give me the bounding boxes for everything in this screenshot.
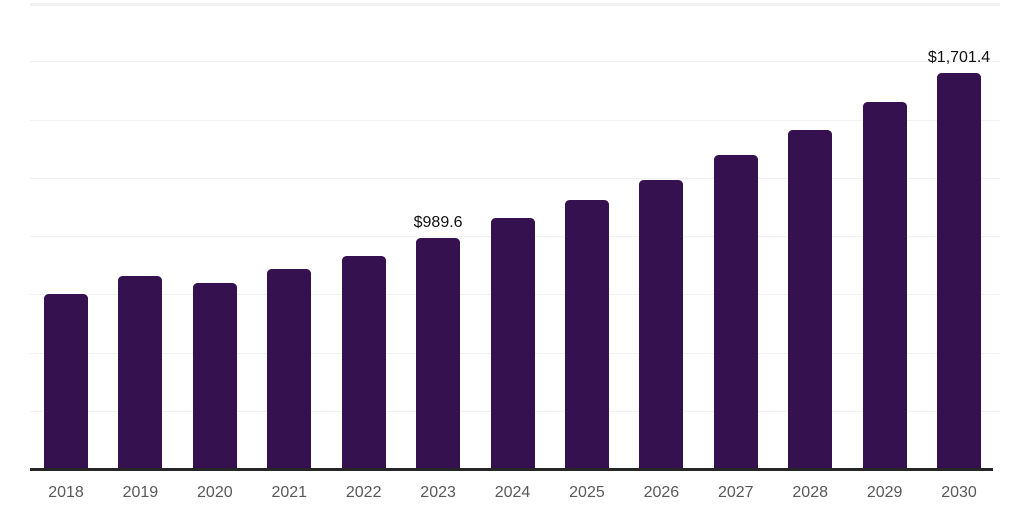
data-label-2023: $989.6 bbox=[413, 214, 463, 232]
plot-area: $989.6 $1,701.4 bbox=[30, 3, 1000, 469]
x-tick-label-2019: 2019 bbox=[122, 484, 159, 501]
x-tick-label-2018: 2018 bbox=[48, 484, 84, 501]
gridline bbox=[30, 177, 1000, 179]
x-tick-label-2029: 2029 bbox=[866, 484, 903, 501]
x-tick-label-2020: 2020 bbox=[197, 484, 233, 501]
x-tick-label-2026: 2026 bbox=[643, 484, 680, 501]
bar-2024 bbox=[490, 217, 535, 469]
bar-2026 bbox=[639, 180, 684, 469]
x-tick-label-2023: 2023 bbox=[420, 484, 456, 501]
x-axis-line bbox=[30, 468, 993, 471]
bar-2021 bbox=[267, 269, 312, 469]
x-tick-label-2027: 2027 bbox=[717, 484, 754, 501]
bar-2018 bbox=[44, 293, 88, 469]
bar-2025 bbox=[564, 199, 609, 469]
bar-2027 bbox=[713, 155, 758, 469]
x-tick-label-2030: 2030 bbox=[941, 484, 977, 501]
bar-2019 bbox=[118, 275, 163, 469]
bar-2022 bbox=[341, 256, 386, 469]
bar-2029 bbox=[862, 102, 907, 469]
bar-2023 bbox=[416, 238, 461, 469]
x-tick-label-2025: 2025 bbox=[569, 484, 605, 501]
x-tick-label-2024: 2024 bbox=[494, 484, 531, 501]
x-tick-label-2021: 2021 bbox=[271, 484, 308, 501]
gridline bbox=[30, 3, 1000, 6]
data-label-2030: $1,701.4 bbox=[927, 48, 991, 66]
x-tick-label-2022: 2022 bbox=[345, 484, 382, 501]
gridline bbox=[30, 119, 1000, 121]
bar-2020 bbox=[192, 282, 237, 469]
x-tick-label-2028: 2028 bbox=[792, 484, 828, 501]
bar-2028 bbox=[788, 129, 833, 469]
gridline bbox=[30, 61, 1000, 63]
bar-2030 bbox=[937, 72, 982, 469]
